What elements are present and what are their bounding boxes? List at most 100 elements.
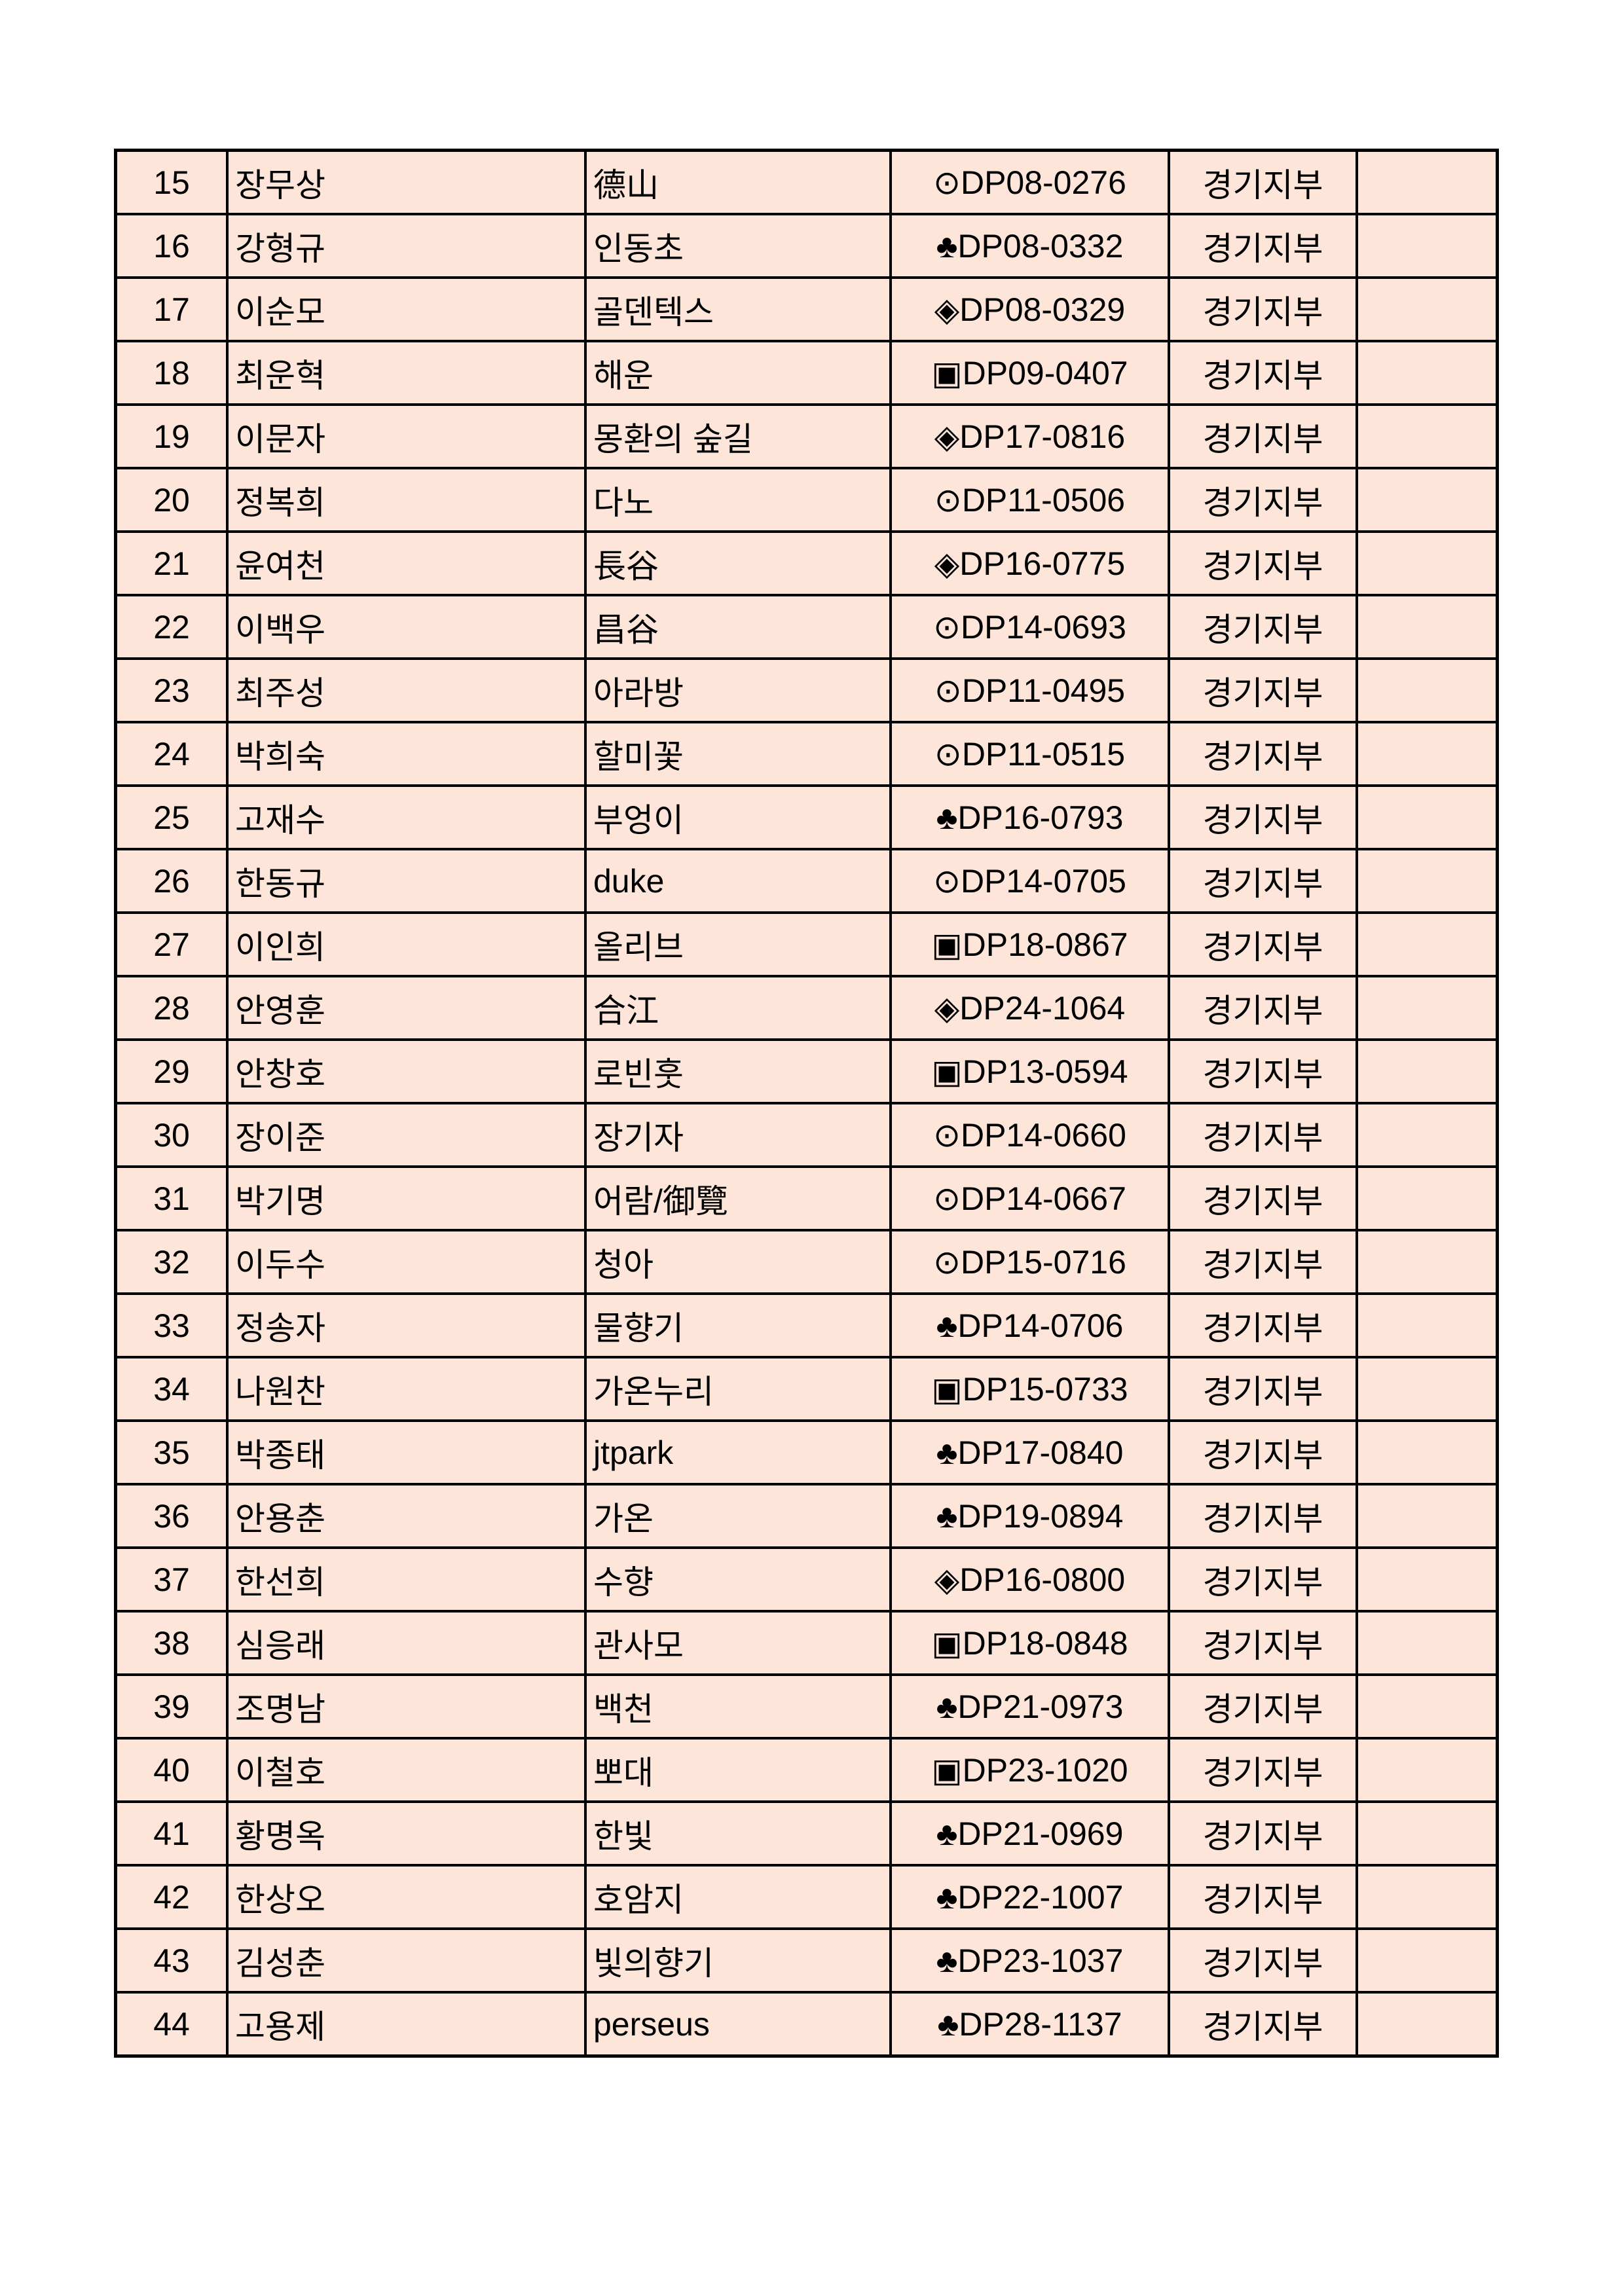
nickname-cell: 인동초 [584,213,892,279]
table-row: 19 이문자 몽환의 숲길 ◈DP17-0816 경기지부 [114,403,1499,469]
member-name-cell: 최운혁 [226,340,587,406]
nickname-cell: 청아 [584,1229,892,1295]
row-number-cell: 38 [114,1610,229,1676]
row-number-cell: 43 [114,1927,229,1994]
nickname-cell: 해운 [584,340,892,406]
row-number-cell: 31 [114,1165,229,1231]
branch-cell: 경기지부 [1168,530,1358,596]
row-number-cell: 32 [114,1229,229,1295]
table-row: 39 조명남 백천 ♣DP21-0973 경기지부 [114,1673,1499,1740]
note-cell [1356,1038,1499,1104]
table-row: 29 안창호 로빈훗 ▣DP13-0594 경기지부 [114,1038,1499,1104]
member-name-cell: 장이준 [226,1102,587,1168]
row-number-cell: 28 [114,975,229,1041]
nickname-cell: 호암지 [584,1864,892,1930]
row-number-cell: 21 [114,530,229,596]
member-code-cell: ⊙DP14-0693 [889,594,1170,660]
table-row: 20 정복희 다노 ⊙DP11-0506 경기지부 [114,467,1499,533]
member-code-cell: ⊙DP14-0667 [889,1165,1170,1231]
branch-cell: 경기지부 [1168,1038,1358,1104]
note-cell [1356,467,1499,533]
note-cell [1356,1991,1499,2058]
member-name-cell: 나원찬 [226,1356,587,1422]
member-code-cell: ◈DP16-0775 [889,530,1170,596]
note-cell [1356,340,1499,406]
member-name-cell: 정송자 [226,1292,587,1358]
row-number-cell: 18 [114,340,229,406]
nickname-cell: 다노 [584,467,892,533]
nickname-cell: 德山 [584,149,892,215]
branch-cell: 경기지부 [1168,1229,1358,1295]
table-row: 38 심응래 관사모 ▣DP18-0848 경기지부 [114,1610,1499,1676]
note-cell [1356,1229,1499,1295]
table-row: 40 이철호 뽀대 ▣DP23-1020 경기지부 [114,1737,1499,1803]
member-code-cell: ▣DP18-0867 [889,911,1170,977]
member-code-cell: ▣DP15-0733 [889,1356,1170,1422]
note-cell [1356,1673,1499,1740]
row-number-cell: 39 [114,1673,229,1740]
note-cell [1356,975,1499,1041]
note-cell [1356,784,1499,850]
note-cell [1356,911,1499,977]
member-name-cell: 윤여천 [226,530,587,596]
member-name-cell: 안용춘 [226,1483,587,1549]
nickname-cell: 어람/御覽 [584,1165,892,1231]
note-cell [1356,721,1499,787]
branch-cell: 경기지부 [1168,1102,1358,1168]
member-code-cell: ♣DP22-1007 [889,1864,1170,1930]
table-row: 17 이순모 골덴텍스 ◈DP08-0329 경기지부 [114,276,1499,342]
nickname-cell: 골덴텍스 [584,276,892,342]
member-name-cell: 김성춘 [226,1927,587,1994]
table-row: 44 고용제 perseus ♣DP28-1137 경기지부 [114,1991,1499,2058]
nickname-cell: 할미꽃 [584,721,892,787]
note-cell [1356,1610,1499,1676]
member-code-cell: ♣DP16-0793 [889,784,1170,850]
branch-cell: 경기지부 [1168,340,1358,406]
branch-cell: 경기지부 [1168,784,1358,850]
table-row: 30 장이준 장기자 ⊙DP14-0660 경기지부 [114,1102,1499,1168]
row-number-cell: 15 [114,149,229,215]
member-name-cell: 정복희 [226,467,587,533]
table-row: 43 김성춘 빛의향기 ♣DP23-1037 경기지부 [114,1927,1499,1994]
note-cell [1356,594,1499,660]
branch-cell: 경기지부 [1168,657,1358,723]
table-row: 27 이인희 올리브 ▣DP18-0867 경기지부 [114,911,1499,977]
member-table: 15 장무상 德山 ⊙DP08-0276 경기지부 16 강형규 인동초 ♣DP08-0332 경… [114,149,1499,2058]
table-row: 16 강형규 인동초 ♣DP08-0332 경기지부 [114,213,1499,279]
member-code-cell: ⊙DP11-0495 [889,657,1170,723]
member-code-cell: ♣DP21-0973 [889,1673,1170,1740]
nickname-cell: 가온누리 [584,1356,892,1422]
member-code-cell: ◈DP24-1064 [889,975,1170,1041]
note-cell [1356,1546,1499,1613]
nickname-cell: 장기자 [584,1102,892,1168]
branch-cell: 경기지부 [1168,1737,1358,1803]
note-cell [1356,276,1499,342]
member-name-cell: 안영훈 [226,975,587,1041]
table-row: 22 이백우 昌谷 ⊙DP14-0693 경기지부 [114,594,1499,660]
row-number-cell: 25 [114,784,229,850]
branch-cell: 경기지부 [1168,1356,1358,1422]
member-code-cell: ⊙DP15-0716 [889,1229,1170,1295]
table-row: 15 장무상 德山 ⊙DP08-0276 경기지부 [114,149,1499,215]
note-cell [1356,1356,1499,1422]
member-name-cell: 이철호 [226,1737,587,1803]
branch-cell: 경기지부 [1168,1165,1358,1231]
member-name-cell: 장무상 [226,149,587,215]
branch-cell: 경기지부 [1168,911,1358,977]
member-name-cell: 박종태 [226,1419,587,1485]
branch-cell: 경기지부 [1168,149,1358,215]
row-number-cell: 44 [114,1991,229,2058]
nickname-cell: 合江 [584,975,892,1041]
nickname-cell: 昌谷 [584,594,892,660]
note-cell [1356,149,1499,215]
branch-cell: 경기지부 [1168,848,1358,914]
branch-cell: 경기지부 [1168,1927,1358,1994]
table-row: 23 최주성 아라방 ⊙DP11-0495 경기지부 [114,657,1499,723]
member-name-cell: 최주성 [226,657,587,723]
member-name-cell: 이순모 [226,276,587,342]
member-name-cell: 안창호 [226,1038,587,1104]
table-row: 35 박종태 jtpark ♣DP17-0840 경기지부 [114,1419,1499,1485]
table-row: 34 나원찬 가온누리 ▣DP15-0733 경기지부 [114,1356,1499,1422]
member-code-cell: ▣DP18-0848 [889,1610,1170,1676]
row-number-cell: 16 [114,213,229,279]
